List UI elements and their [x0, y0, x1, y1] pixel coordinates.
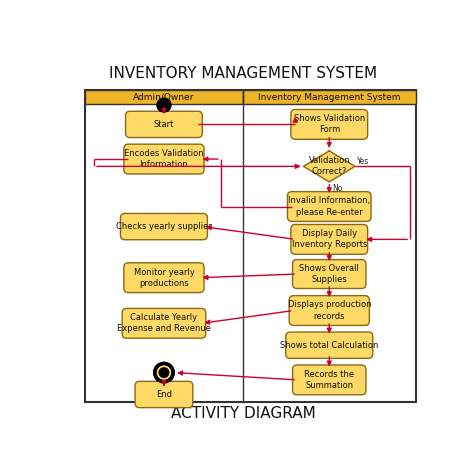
Circle shape	[157, 98, 171, 112]
Bar	[243, 90, 416, 104]
Text: Calculate Yearly
Expense and Revenue: Calculate Yearly Expense and Revenue	[117, 313, 211, 333]
FancyBboxPatch shape	[120, 213, 208, 240]
FancyBboxPatch shape	[286, 332, 373, 358]
Text: Shows total Calculation: Shows total Calculation	[280, 341, 378, 350]
FancyBboxPatch shape	[289, 296, 369, 326]
Circle shape	[159, 368, 169, 377]
Bar	[85, 90, 416, 402]
FancyBboxPatch shape	[124, 144, 204, 174]
FancyBboxPatch shape	[124, 263, 204, 292]
FancyBboxPatch shape	[291, 109, 368, 139]
Text: No: No	[332, 184, 343, 193]
Text: ACTIVITY DIAGRAM: ACTIVITY DIAGRAM	[171, 406, 315, 421]
FancyBboxPatch shape	[287, 191, 371, 221]
FancyBboxPatch shape	[126, 111, 202, 137]
Text: Records the
Summation: Records the Summation	[304, 370, 354, 390]
Circle shape	[155, 364, 173, 382]
FancyBboxPatch shape	[135, 382, 193, 408]
Text: Shows Validation
Form: Shows Validation Form	[293, 114, 365, 135]
Text: End: End	[156, 390, 172, 399]
Text: Display Daily
Inventory Reports: Display Daily Inventory Reports	[292, 229, 367, 249]
Text: Encodes Validation
Information: Encodes Validation Information	[124, 149, 204, 169]
Polygon shape	[303, 151, 355, 182]
Text: Inventory Management System: Inventory Management System	[258, 92, 401, 101]
Text: Start: Start	[154, 120, 174, 129]
Bar	[85, 90, 243, 104]
Text: Yes: Yes	[357, 157, 369, 166]
Text: Checks yearly supplies: Checks yearly supplies	[116, 222, 212, 231]
Text: Invalid Information,
please Re-enter: Invalid Information, please Re-enter	[288, 196, 370, 217]
FancyBboxPatch shape	[122, 309, 206, 338]
Text: Admin/Owner: Admin/Owner	[133, 92, 195, 101]
Text: Validation
Correct?: Validation Correct?	[309, 156, 350, 176]
FancyBboxPatch shape	[291, 225, 368, 254]
Text: Shows Overall
Supplies: Shows Overall Supplies	[299, 264, 359, 284]
Text: Monitor yearly
productions: Monitor yearly productions	[134, 268, 194, 288]
Text: Displays production
records: Displays production records	[288, 301, 371, 320]
FancyBboxPatch shape	[292, 365, 366, 395]
FancyBboxPatch shape	[292, 260, 366, 289]
Circle shape	[155, 364, 173, 382]
Text: INVENTORY MANAGEMENT SYSTEM: INVENTORY MANAGEMENT SYSTEM	[109, 66, 377, 81]
